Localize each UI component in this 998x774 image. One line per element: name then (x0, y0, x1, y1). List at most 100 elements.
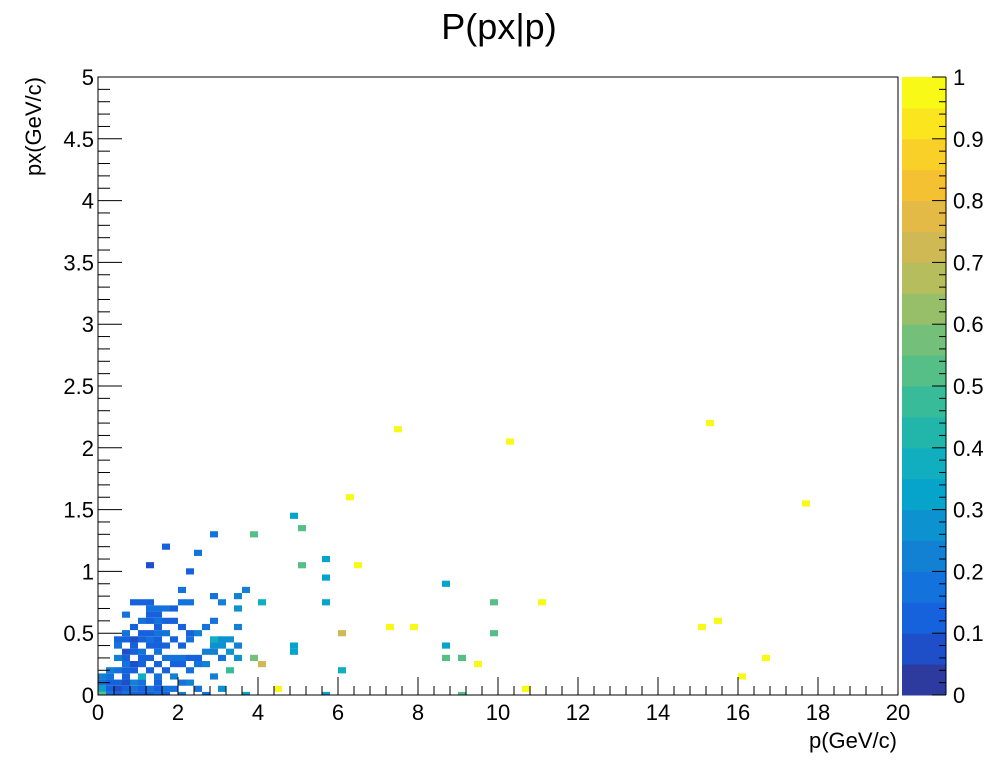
y-tick-label: 0.5 (63, 621, 94, 646)
heatmap-cell (154, 611, 162, 618)
heatmap-cell (250, 654, 258, 662)
heatmap-cell (130, 691, 138, 695)
heatmap-cell (234, 642, 242, 649)
heatmap-cell (130, 648, 138, 655)
heatmap-cell (290, 642, 298, 649)
heatmap-cell (154, 661, 162, 668)
heatmap-cell (130, 642, 138, 649)
color-bar-segment (902, 416, 946, 449)
heatmap-cell (490, 630, 498, 637)
heatmap-cell (210, 648, 218, 655)
heatmap-cell (338, 667, 346, 674)
color-bar-segment (902, 509, 946, 541)
color-bar-segment (902, 231, 946, 263)
heatmap-cell (218, 654, 226, 662)
color-bar-segment (902, 138, 946, 171)
heatmap-cell (98, 691, 106, 695)
heatmap-cell (122, 654, 130, 662)
color-bar-ticks: 0 0.1 0.2 0.3 0.4 0.5 0.6 0.7 0.8 0.9 1 (932, 65, 984, 708)
heatmap-cell (410, 623, 418, 631)
z-tick-label: 1 (953, 65, 965, 90)
heatmap-cell (122, 685, 130, 692)
y-tick-label: 0 (82, 683, 94, 708)
heatmap-cell (146, 642, 154, 649)
y-axis-ticks: 0 0.5 1 1.5 2 2.5 3 3.5 4 4.5 5 (63, 65, 122, 708)
heatmap-cell (234, 605, 242, 612)
x-tick-label: 20 (886, 700, 910, 725)
z-tick-label: 0.9 (953, 127, 984, 152)
heatmap-cell (130, 679, 138, 686)
z-tick-label: 0.6 (953, 312, 984, 337)
color-bar-segment (902, 200, 946, 232)
heatmap-cell (202, 661, 210, 668)
x-tick-label: 8 (412, 700, 424, 725)
x-axis-label: p(GeV/c) (809, 728, 897, 753)
heatmap-cell (490, 599, 498, 606)
y-tick-label: 2 (82, 436, 94, 461)
heatmap-cell (714, 617, 722, 624)
heatmap-cell (178, 642, 186, 649)
heatmap-cell (154, 642, 162, 649)
heatmap-cell (210, 636, 218, 643)
heatmap-cell (226, 667, 234, 674)
heatmap-cell (194, 654, 202, 662)
heatmap-cell (162, 642, 170, 649)
heatmap-cell (122, 679, 130, 686)
heatmap-cell (138, 673, 146, 680)
heatmap-cell (122, 661, 130, 668)
heatmap-cell (218, 636, 226, 643)
heatmap-cell (186, 636, 194, 643)
heatmap-cell (122, 691, 130, 695)
heatmap-cell (138, 617, 146, 624)
heatmap-cell (138, 636, 146, 643)
heatmap-cell (202, 623, 210, 631)
heatmap-cell (162, 654, 170, 662)
x-tick-label: 2 (172, 700, 184, 725)
heatmap-cell (154, 679, 162, 686)
x-tick-label: 12 (566, 700, 590, 725)
heatmap-cell (114, 667, 122, 674)
heatmap-cell (274, 685, 282, 692)
heatmap-cell (442, 580, 450, 587)
heatmap-cell (386, 623, 394, 631)
heatmap-cell (178, 586, 186, 594)
color-bar-segment (902, 107, 946, 140)
y-tick-label: 1.5 (63, 498, 94, 523)
heatmap-cell (146, 667, 154, 674)
heatmap-cell (170, 654, 178, 662)
heatmap-cell (162, 617, 170, 624)
heatmap-cell (146, 562, 154, 569)
heatmap-cell (226, 648, 234, 655)
heatmap-cell (338, 630, 346, 637)
heatmap-cell (258, 661, 266, 668)
heatmap-cell (218, 642, 226, 649)
heatmap-cell (506, 438, 514, 445)
heatmap-cell (114, 685, 122, 692)
heatmap-cell (138, 661, 146, 668)
color-bar-segment (902, 447, 946, 480)
heatmap-cell (130, 661, 138, 668)
heatmap-cell (322, 574, 330, 581)
heatmap-cell (186, 654, 194, 662)
heatmap-cell (186, 599, 194, 606)
heatmap-cell (346, 494, 354, 501)
heatmap-cell (154, 636, 162, 643)
heatmap-cell (234, 623, 242, 631)
heatmap-cell (170, 605, 178, 612)
heatmap-cell (322, 555, 330, 563)
heatmap-cell (170, 661, 178, 668)
color-bar-segment (902, 293, 946, 325)
heatmap-cell (138, 654, 146, 662)
x-tick-label: 0 (92, 700, 104, 725)
heatmap-cell (762, 654, 770, 662)
heatmap-cell (146, 611, 154, 618)
heatmap-cell (98, 673, 106, 680)
heatmap-cell (146, 654, 154, 662)
z-tick-label: 0.8 (953, 189, 984, 214)
heatmap-cells (98, 419, 810, 695)
y-tick-label: 1 (82, 559, 94, 584)
heatmap-cell (138, 691, 146, 695)
heatmap-cell (538, 599, 546, 606)
chart-title: P(px|p) (441, 6, 556, 47)
